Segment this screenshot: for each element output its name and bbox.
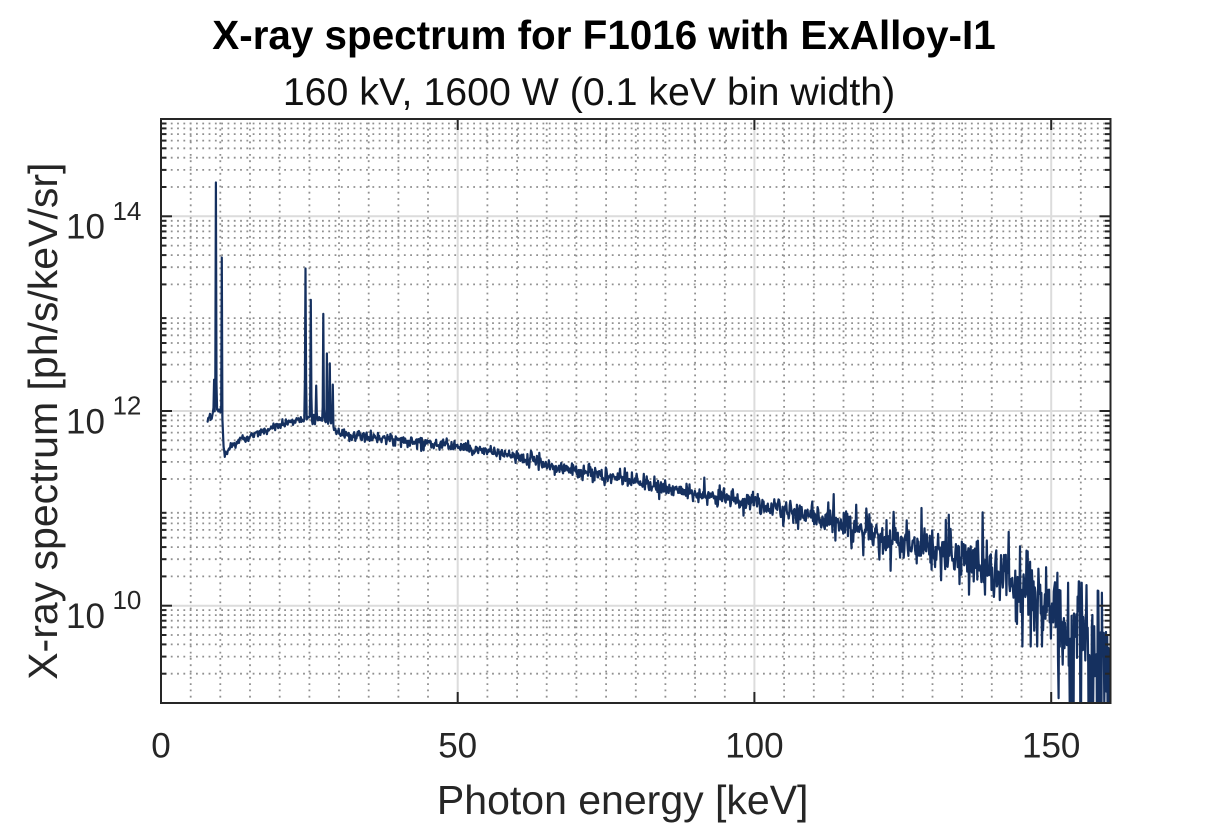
svg-text:50: 50 [438,726,477,765]
svg-text:100: 100 [725,726,783,765]
svg-text:X-ray spectrum [ph/s/keV/sr]: X-ray spectrum [ph/s/keV/sr] [20,163,66,680]
svg-text:160 kV, 1600 W (0.1 keV bin wi: 160 kV, 1600 W (0.1 keV bin width) [283,70,895,114]
svg-text:0: 0 [151,726,170,765]
svg-text:150: 150 [1022,726,1080,765]
svg-text:Photon energy [keV]: Photon energy [keV] [437,777,809,823]
svg-text:X-ray spectrum for F1016 with: X-ray spectrum for F1016 with ExAlloy-I1 [212,12,995,58]
